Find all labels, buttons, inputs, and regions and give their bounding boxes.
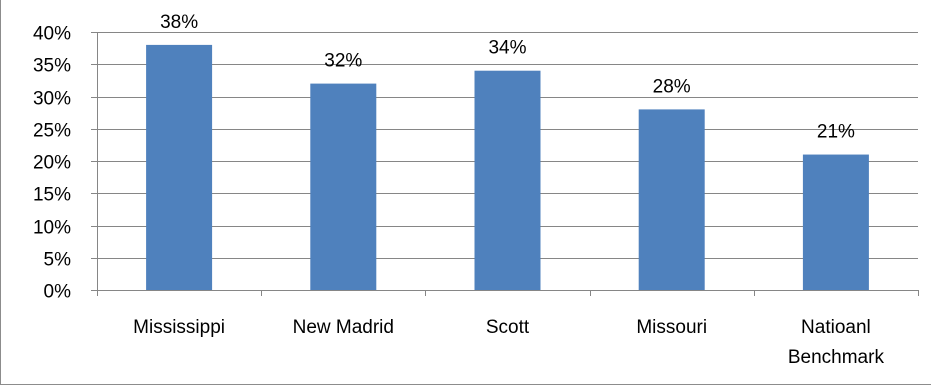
bar xyxy=(474,70,541,290)
y-tick-label: 5% xyxy=(44,250,72,271)
data-label: 32% xyxy=(324,51,362,72)
y-tick-label: 0% xyxy=(44,282,72,303)
bar xyxy=(638,109,705,291)
y-tick-label: 40% xyxy=(33,24,71,45)
category-label: Missouri xyxy=(636,317,707,338)
category-label: Scott xyxy=(486,317,530,338)
category-label: Mississippi xyxy=(133,317,225,338)
bars xyxy=(146,44,869,291)
data-label: 28% xyxy=(653,76,691,97)
y-axis-tick-labels: 0% 5% 10% 15% 20% 25% 30% 35% 40% xyxy=(33,24,71,303)
bar xyxy=(146,44,213,291)
y-tick-label: 20% xyxy=(33,153,71,174)
y-tick-label: 30% xyxy=(33,89,71,110)
y-tick-label: 10% xyxy=(33,218,71,239)
y-tick-label: 35% xyxy=(33,56,71,77)
y-tick-label: 25% xyxy=(33,121,71,142)
axes xyxy=(91,32,919,296)
bar xyxy=(310,83,377,290)
data-labels: 38% 32% 34% 28% 21% xyxy=(160,12,855,143)
x-axis-category-labels: Mississippi New Madrid Scott Missouri Natioa… xyxy=(133,317,884,368)
bar xyxy=(802,154,869,290)
category-label: Natioanl xyxy=(801,317,871,338)
data-label: 38% xyxy=(160,12,198,33)
y-tick-label: 15% xyxy=(33,185,71,206)
category-label: Benchmark xyxy=(788,347,885,368)
data-label: 34% xyxy=(488,38,526,59)
data-label: 21% xyxy=(817,122,855,143)
category-label: New Madrid xyxy=(293,317,394,338)
